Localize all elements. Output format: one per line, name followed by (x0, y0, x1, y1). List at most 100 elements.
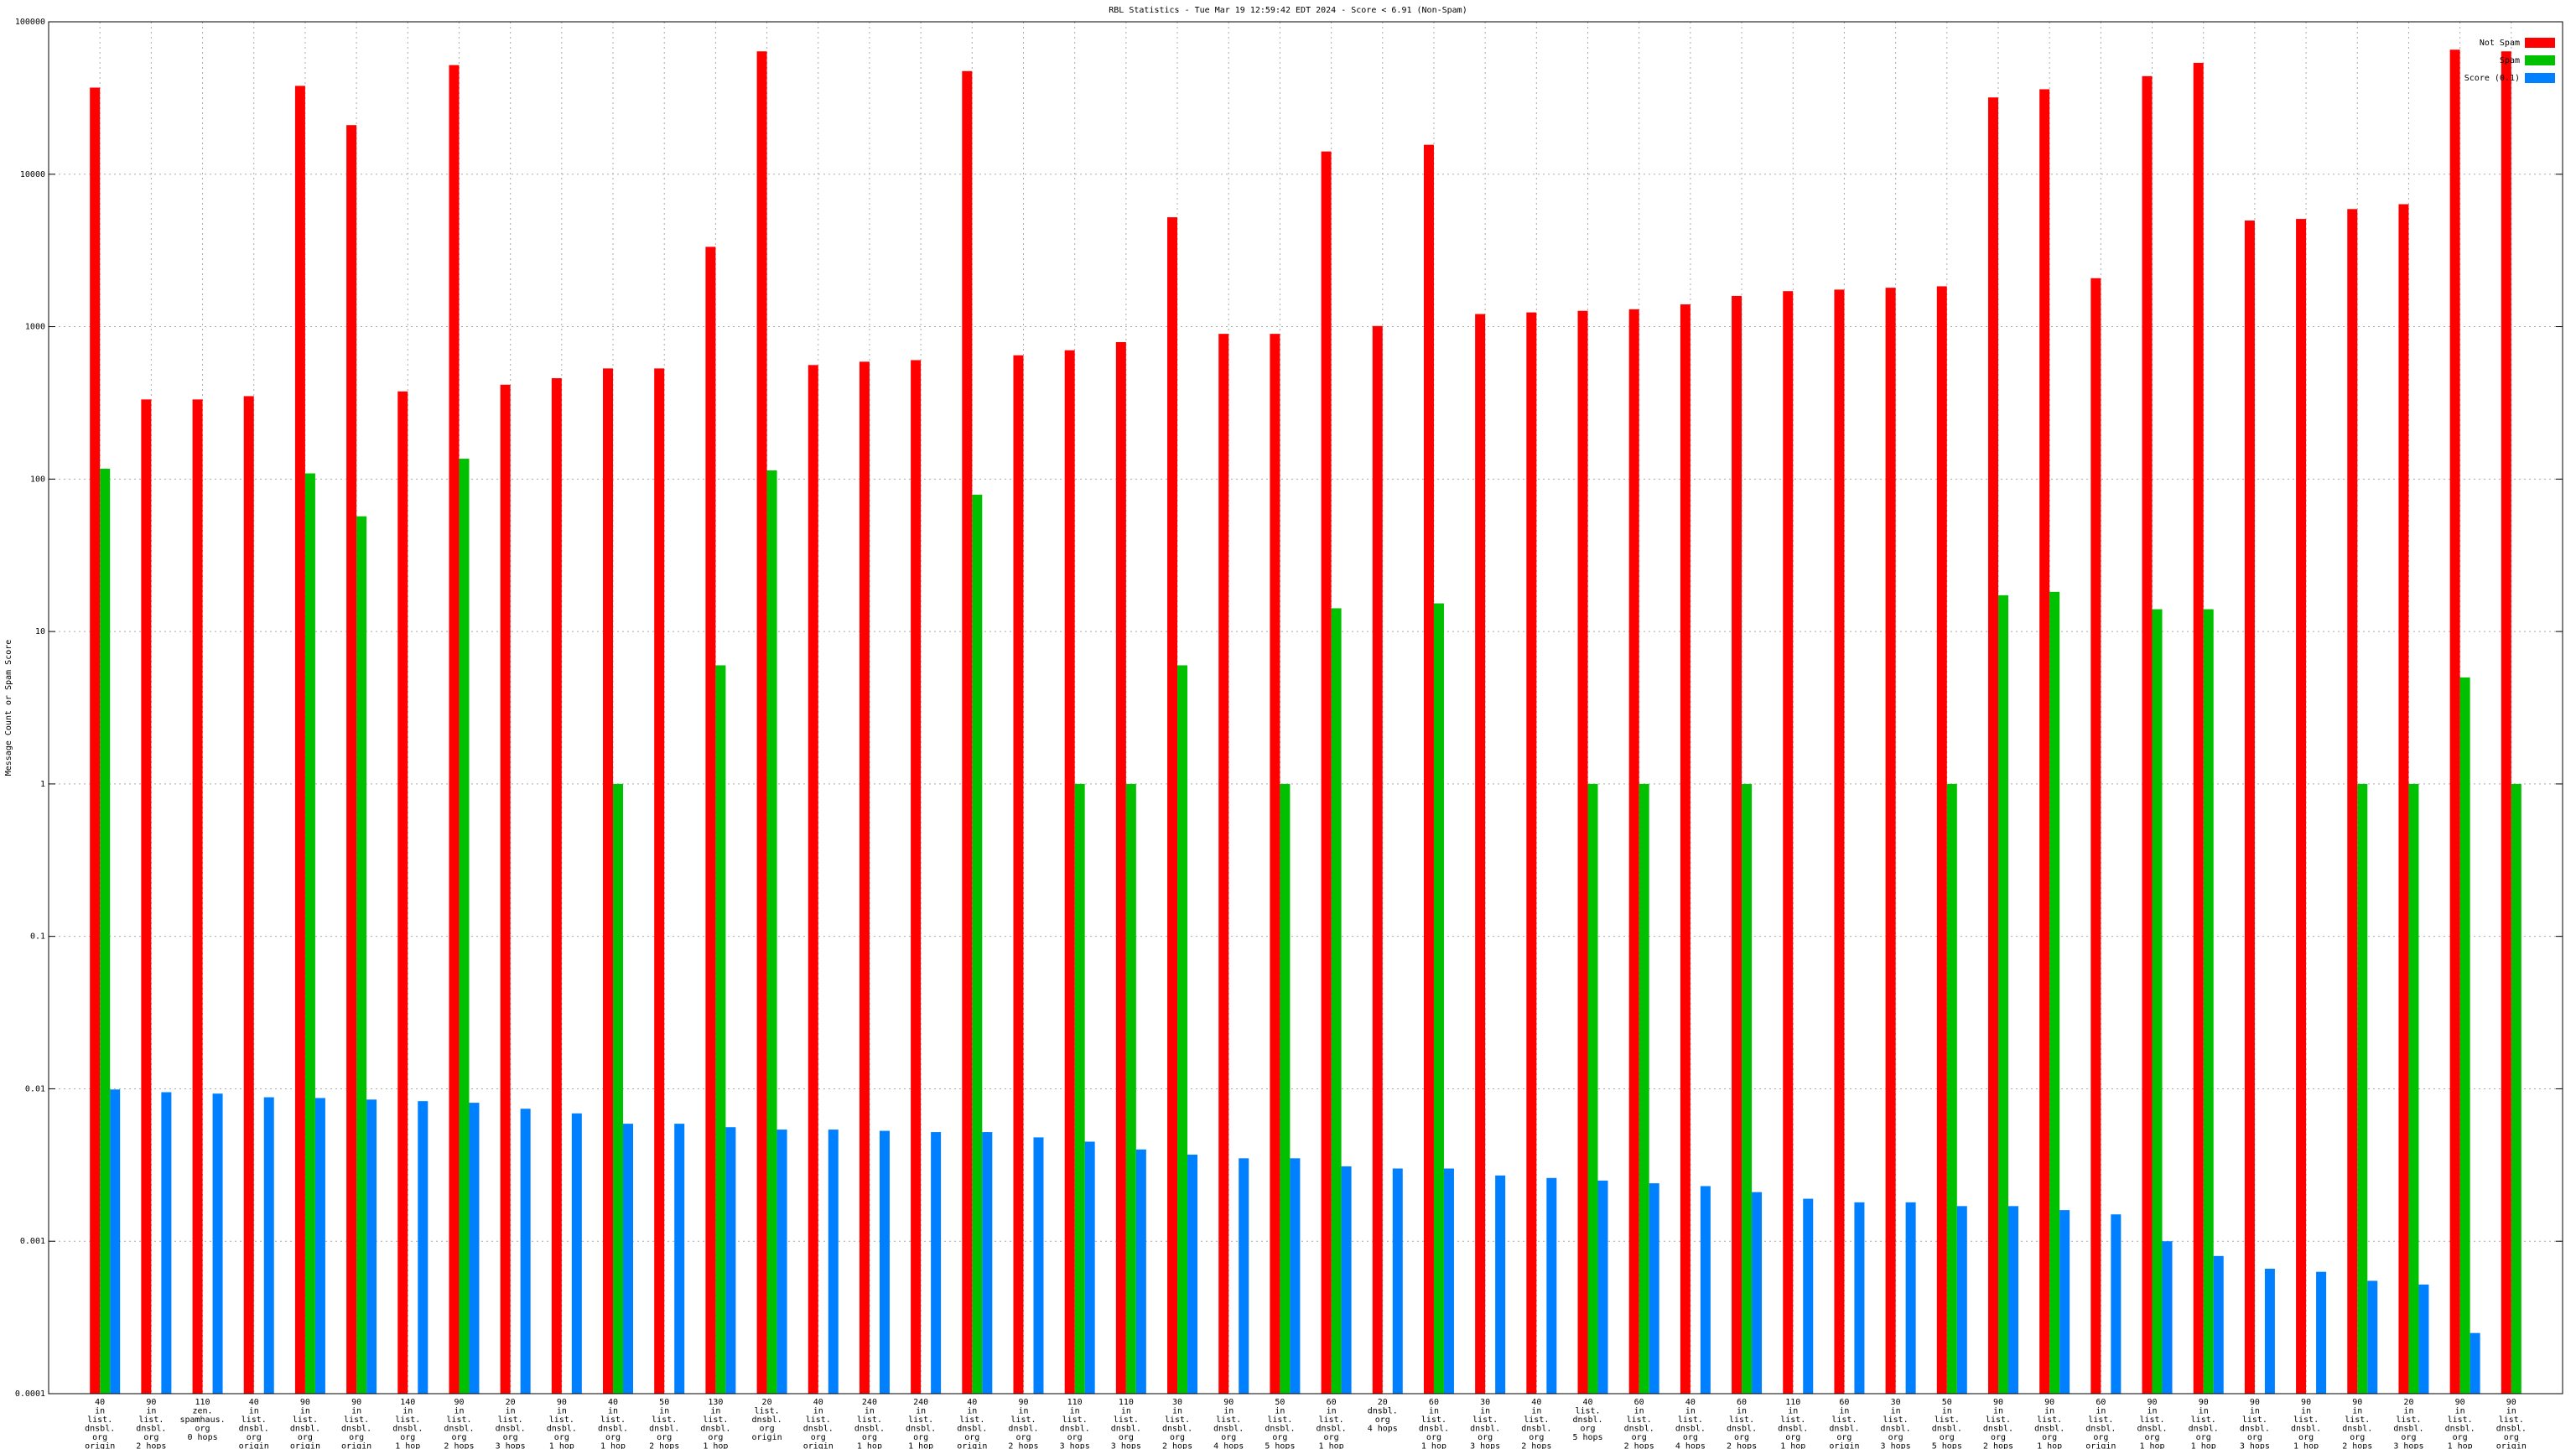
x-tick-label: org (1221, 1433, 1236, 1442)
bar (1443, 1168, 1454, 1394)
bar (1372, 325, 1383, 1394)
bar (1074, 783, 1085, 1394)
x-tick-label: list. (1114, 1415, 1139, 1425)
x-tick-label: origin (341, 1442, 371, 1449)
y-tick-label: 0.1 (30, 932, 45, 942)
x-tick-label: dnsbl. (1572, 1415, 1602, 1425)
x-tick-label: 90 (1993, 1398, 2003, 1407)
x-tick-label: org (2401, 1433, 2416, 1442)
bar (756, 51, 767, 1394)
x-tick-label: 0 hops (187, 1433, 217, 1442)
bar (1752, 1192, 1763, 1394)
x-tick-label: list. (2345, 1415, 2370, 1425)
x-tick-label: 40 (813, 1398, 823, 1407)
x-tick-label: 90 (351, 1398, 361, 1407)
x-tick-label: in (1275, 1407, 1285, 1416)
x-tick-label: in (659, 1407, 669, 1416)
bar (1905, 1202, 1916, 1394)
x-tick-label: in (1531, 1407, 1541, 1416)
x-tick-label: list. (2396, 1415, 2421, 1425)
bar (1270, 334, 1280, 1394)
x-tick-label: origin (2085, 1442, 2116, 1449)
x-tick-label: org (247, 1433, 262, 1442)
x-tick-label: 5 hops (1932, 1442, 1962, 1449)
bar (1700, 1186, 1711, 1394)
bar (1280, 783, 1291, 1394)
x-tick-label: dnsbl. (1368, 1407, 1398, 1416)
x-tick-label: 2 hops (649, 1442, 679, 1449)
bar (418, 1101, 428, 1394)
bar (1649, 1183, 1659, 1394)
bar (2142, 75, 2153, 1394)
x-tick-label: 3 hops (2393, 1442, 2423, 1449)
x-tick-label: 2 hops (1162, 1442, 1192, 1449)
x-tick-label: dnsbl. (906, 1425, 936, 1434)
x-tick-label: list. (1678, 1415, 1703, 1425)
bar (1956, 1206, 1967, 1394)
x-tick-label: 40 (1531, 1398, 1541, 1407)
x-tick-label: 3 hops (1470, 1442, 1500, 1449)
bar (2511, 783, 2521, 1394)
x-tick-label: org (2196, 1433, 2211, 1442)
x-tick-label: 1 hop (2293, 1442, 2319, 1449)
x-tick-label: 1 hop (908, 1442, 933, 1449)
x-tick-label: in (95, 1407, 105, 1416)
x-tick-label: 1 hop (2448, 1442, 2473, 1449)
x-tick-label: org (1683, 1433, 1698, 1442)
x-tick-label: 60 (1327, 1398, 1337, 1407)
bar (263, 1097, 274, 1394)
bar (1587, 783, 1598, 1394)
x-tick-label: list. (806, 1415, 831, 1425)
x-tick-label: in (1223, 1407, 1233, 1416)
bar (623, 1124, 634, 1394)
x-tick-label: 40 (1582, 1398, 1592, 1407)
x-tick-label: org (2144, 1433, 2159, 1442)
x-tick-label: dnsbl. (136, 1425, 166, 1434)
x-tick-label: dnsbl. (598, 1425, 628, 1434)
x-tick-label: in (1993, 1407, 2003, 1416)
x-tick-label: org (298, 1433, 313, 1442)
x-tick-label: in (402, 1407, 413, 1416)
x-tick-label: 30 (1891, 1398, 1901, 1407)
x-tick-label: dnsbl. (2496, 1425, 2527, 1434)
bar (962, 70, 973, 1394)
bar (2039, 89, 2050, 1394)
bar (110, 1089, 121, 1394)
bar (2347, 209, 2358, 1394)
x-tick-label: 60 (2096, 1398, 2106, 1407)
x-tick-label: org (1991, 1433, 2006, 1442)
x-tick-label: in (1685, 1407, 1696, 1416)
x-tick-label: dnsbl. (1675, 1425, 1706, 1434)
x-tick-label: org (1119, 1433, 1134, 1442)
bar (828, 1130, 839, 1394)
x-tick-label: 20 (1378, 1398, 1388, 1407)
bar (2264, 1269, 2275, 1394)
x-tick-label: 40 (967, 1398, 977, 1407)
chart-title: RBL Statistics - Tue Mar 19 12:59:42 EDT… (1109, 6, 1467, 15)
x-tick-label: org (554, 1433, 569, 1442)
x-tick-label: dnsbl. (854, 1425, 885, 1434)
x-tick-label: list. (959, 1415, 984, 1425)
x-tick-label: dnsbl. (1008, 1425, 1038, 1434)
x-tick-label: 2 hops (2342, 1442, 2372, 1449)
x-tick-label: list. (1216, 1415, 1241, 1425)
bar (314, 1098, 325, 1394)
x-tick-label: list. (138, 1415, 164, 1425)
x-tick-label: 60 (1839, 1398, 1849, 1407)
bar (2152, 609, 2163, 1394)
x-tick-label: list. (1062, 1415, 1088, 1425)
x-tick-label: list. (755, 1407, 780, 1416)
x-tick-label: org (1632, 1433, 1647, 1442)
x-tick-label: origin (290, 1442, 320, 1449)
bar (1997, 595, 2008, 1394)
x-tick-label: in (506, 1407, 516, 1416)
x-tick-label: dnsbl. (1932, 1425, 1962, 1434)
x-tick-label: 2 hops (1008, 1442, 1038, 1449)
x-tick-label: 110 (1067, 1398, 1083, 1407)
x-tick-label: org (862, 1433, 877, 1442)
x-tick-label: in (2403, 1407, 2413, 1416)
x-tick-label: 20 (506, 1398, 516, 1407)
x-tick-label: org (657, 1433, 672, 1442)
x-tick-label: 3 hops (2240, 1442, 2270, 1449)
x-tick-label: dnsbl. (496, 1425, 526, 1434)
